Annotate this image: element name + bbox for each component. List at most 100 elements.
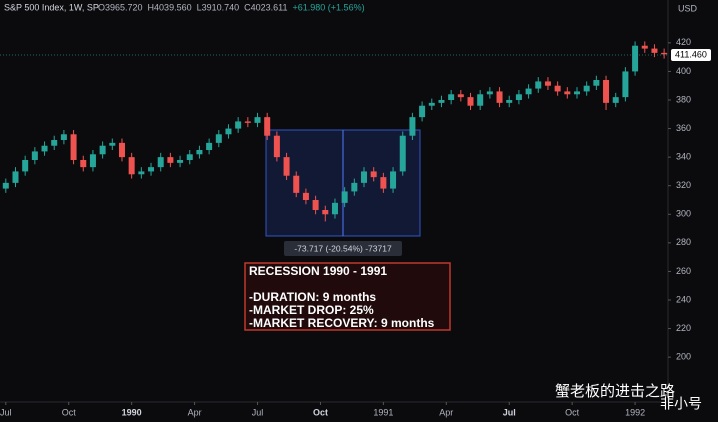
candle-body bbox=[496, 91, 503, 103]
last-price-label: 411.460 bbox=[675, 49, 707, 59]
candle-body bbox=[583, 85, 590, 92]
header-value: L3910.740 bbox=[197, 2, 240, 12]
y-tick-label: 260 bbox=[676, 266, 691, 276]
candle-body bbox=[128, 157, 135, 175]
y-tick-label: 380 bbox=[676, 94, 691, 104]
y-tick-label: 200 bbox=[676, 352, 691, 362]
annotation-line: -MARKET DROP: 25% bbox=[249, 303, 374, 317]
x-tick-label: Apr bbox=[439, 407, 453, 417]
candle-body bbox=[457, 94, 464, 98]
x-tick-label: Oct bbox=[313, 407, 328, 417]
candle-body bbox=[535, 81, 542, 89]
candle-body bbox=[612, 97, 619, 103]
candle-body bbox=[322, 210, 329, 215]
candle-body bbox=[225, 128, 232, 135]
y-tick-label: 240 bbox=[676, 294, 691, 304]
candle-body bbox=[554, 85, 561, 92]
header-value: +61.980 (+1.56%) bbox=[293, 2, 365, 12]
candle-body bbox=[331, 202, 338, 215]
candle-body bbox=[148, 167, 155, 172]
measure-label: -73.717 (-20.54%) -73717 bbox=[294, 243, 392, 253]
y-tick-label: 300 bbox=[676, 209, 691, 219]
annotation-box bbox=[244, 262, 451, 331]
candle-body bbox=[380, 177, 387, 189]
candle-body bbox=[515, 94, 522, 100]
candle-body bbox=[51, 140, 58, 146]
candle-body bbox=[99, 145, 106, 155]
candle-body bbox=[215, 134, 222, 143]
x-tick-label: 1991 bbox=[373, 407, 393, 417]
header-value: O3965.720 bbox=[98, 2, 143, 12]
candle-body bbox=[438, 100, 445, 103]
candle-body bbox=[448, 94, 455, 100]
watermark: 蟹老板的进击之路 bbox=[555, 382, 675, 400]
candle-body bbox=[641, 45, 648, 49]
watermark: 非小号 bbox=[660, 396, 702, 412]
candle-body bbox=[341, 191, 348, 203]
candle-body bbox=[390, 171, 397, 189]
currency: USD bbox=[678, 3, 698, 13]
candle-body bbox=[138, 171, 145, 175]
candle-body bbox=[80, 160, 87, 168]
x-tick-label: Jul bbox=[252, 407, 264, 417]
candle-body bbox=[31, 151, 38, 160]
candle-body bbox=[254, 117, 261, 123]
candle-body bbox=[206, 142, 213, 150]
candle-body bbox=[235, 121, 242, 129]
x-tick-label: Oct bbox=[62, 407, 77, 417]
candle-body bbox=[622, 71, 629, 98]
candle-body bbox=[186, 154, 193, 160]
candle-body bbox=[293, 175, 300, 193]
chart-title: S&P 500 Index, 1W, SP bbox=[4, 2, 99, 12]
y-tick-label: 400 bbox=[676, 66, 691, 76]
annotation-title: RECESSION 1990 - 1991 bbox=[249, 264, 387, 278]
y-tick-label: 360 bbox=[676, 123, 691, 133]
candle-body bbox=[419, 105, 426, 118]
candle-body bbox=[370, 171, 377, 178]
candle-body bbox=[361, 171, 368, 183]
candle-body bbox=[302, 192, 309, 200]
candle-body bbox=[12, 171, 19, 183]
x-tick-label: Jul bbox=[503, 407, 516, 417]
candle-body bbox=[428, 102, 435, 106]
candle-body bbox=[525, 88, 532, 95]
candle-body bbox=[70, 134, 77, 160]
candle-body bbox=[564, 91, 571, 95]
last-price-box bbox=[671, 49, 711, 62]
candle-body bbox=[264, 117, 271, 136]
candle-body bbox=[506, 100, 513, 103]
measure-label-box bbox=[284, 241, 402, 256]
candle-body bbox=[60, 134, 67, 140]
candle-body bbox=[157, 157, 164, 168]
x-tick-label: 1992 bbox=[625, 407, 645, 417]
candle-body bbox=[593, 80, 600, 86]
y-tick-label: 320 bbox=[676, 180, 691, 190]
header: S&P 500 Index, 1W, SP O3965.720 H4039.560… bbox=[4, 2, 365, 12]
candle-body bbox=[196, 150, 203, 155]
annotation-line: -DURATION: 9 months bbox=[249, 290, 376, 304]
candle-body bbox=[167, 157, 174, 163]
candle-body bbox=[603, 80, 610, 103]
candle-body bbox=[41, 145, 48, 152]
candle-body bbox=[661, 52, 668, 55]
candle-body bbox=[467, 97, 474, 106]
candle-body bbox=[244, 121, 251, 123]
candle-body bbox=[351, 182, 358, 192]
candle-body bbox=[477, 94, 484, 106]
annotation-line: -MARKET RECOVERY: 9 months bbox=[249, 316, 435, 330]
candle-body bbox=[409, 117, 416, 136]
header-value: C4023.611 bbox=[244, 2, 287, 12]
candle-body bbox=[283, 157, 290, 176]
candle-body bbox=[109, 142, 116, 146]
candle-body bbox=[22, 160, 29, 172]
x-tick-label: 1990 bbox=[122, 407, 142, 417]
candle-body bbox=[89, 154, 96, 168]
candle-body bbox=[544, 81, 551, 86]
y-tick-label: 220 bbox=[676, 323, 691, 333]
y-tick-label: 340 bbox=[676, 152, 691, 162]
y-tick-label: 420 bbox=[676, 37, 691, 47]
candle-body bbox=[312, 200, 319, 210]
candles bbox=[2, 41, 668, 222]
